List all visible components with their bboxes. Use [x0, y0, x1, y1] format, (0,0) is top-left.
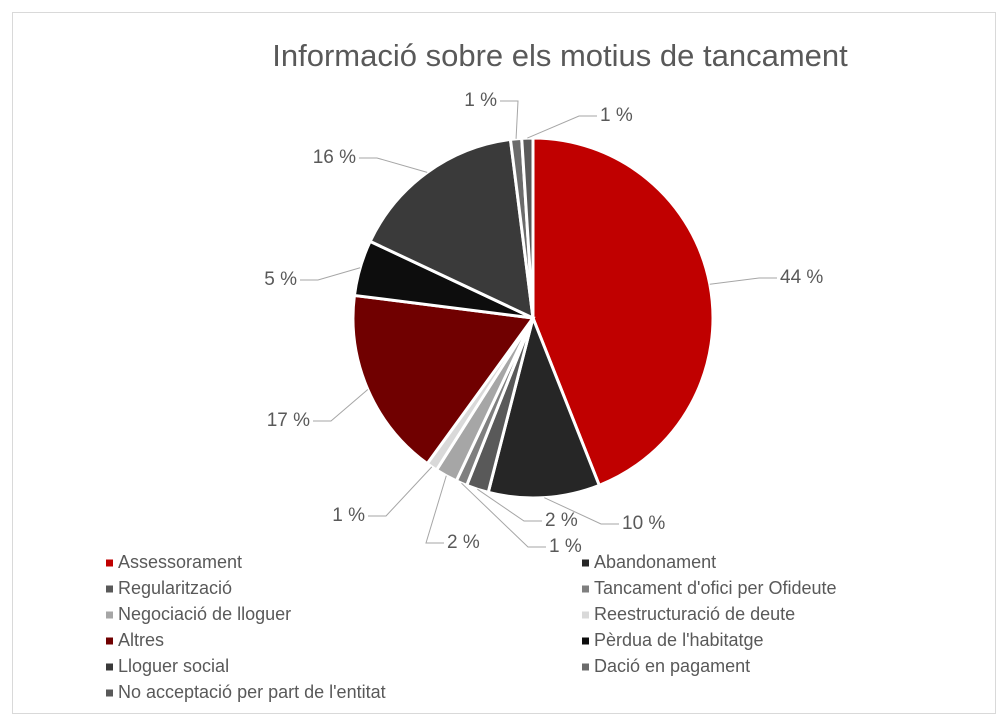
legend-label: Negociació de lloguer [118, 604, 291, 624]
legend-swatch [106, 663, 113, 671]
legend-swatch [582, 585, 589, 593]
leader-line [527, 115, 597, 139]
legend-label: Tancament d'ofici per Ofideute [594, 578, 837, 598]
pie-slice [531, 136, 715, 488]
legend-label: Lloguer social [118, 656, 229, 676]
data-label: 16 % [313, 147, 356, 168]
data-label: 1 % [464, 90, 497, 111]
data-label: 17 % [267, 410, 310, 431]
legend-swatch [106, 611, 113, 619]
legend-swatch [106, 559, 113, 567]
leader-line [709, 277, 777, 285]
pie-slice [368, 137, 535, 321]
legend-label: Regularització [118, 578, 232, 598]
legend-label: No acceptació per part de l'entitat [118, 682, 386, 702]
leader-line [300, 267, 361, 281]
data-label: 44 % [780, 267, 823, 288]
legend-swatch [106, 637, 113, 645]
legend-swatch [106, 585, 113, 593]
leader-line [368, 466, 433, 517]
data-label: 1 % [549, 536, 582, 557]
legend-swatch [582, 663, 589, 671]
data-label: 2 % [545, 510, 578, 531]
legend-swatch [582, 637, 589, 645]
data-label: 10 % [622, 513, 665, 534]
legend-swatch [106, 689, 113, 697]
legend-swatch [582, 611, 589, 619]
data-label: 5 % [264, 269, 297, 290]
legend-label: Abandonament [594, 552, 716, 572]
legend-label: Altres [118, 630, 164, 650]
data-label: 2 % [447, 532, 480, 553]
data-label: 1 % [332, 505, 365, 526]
legend-label: Pèrdua de l'habitatge [594, 630, 764, 650]
leader-line [544, 497, 619, 525]
legend-swatch [582, 559, 589, 567]
legend-label: Reestructuració de deute [594, 604, 795, 624]
leader-line [313, 389, 369, 422]
leader-line [500, 100, 519, 139]
legend-label: Assessorament [118, 552, 242, 572]
leader-line [477, 488, 542, 522]
leader-line [425, 475, 447, 544]
chart-title: Informació sobre els motius de tancament [272, 38, 848, 73]
legend-label: Dació en pagament [594, 656, 750, 676]
data-label: 1 % [600, 105, 633, 126]
leader-line [461, 482, 546, 548]
pie-slice [486, 313, 602, 500]
leader-line [359, 157, 428, 173]
